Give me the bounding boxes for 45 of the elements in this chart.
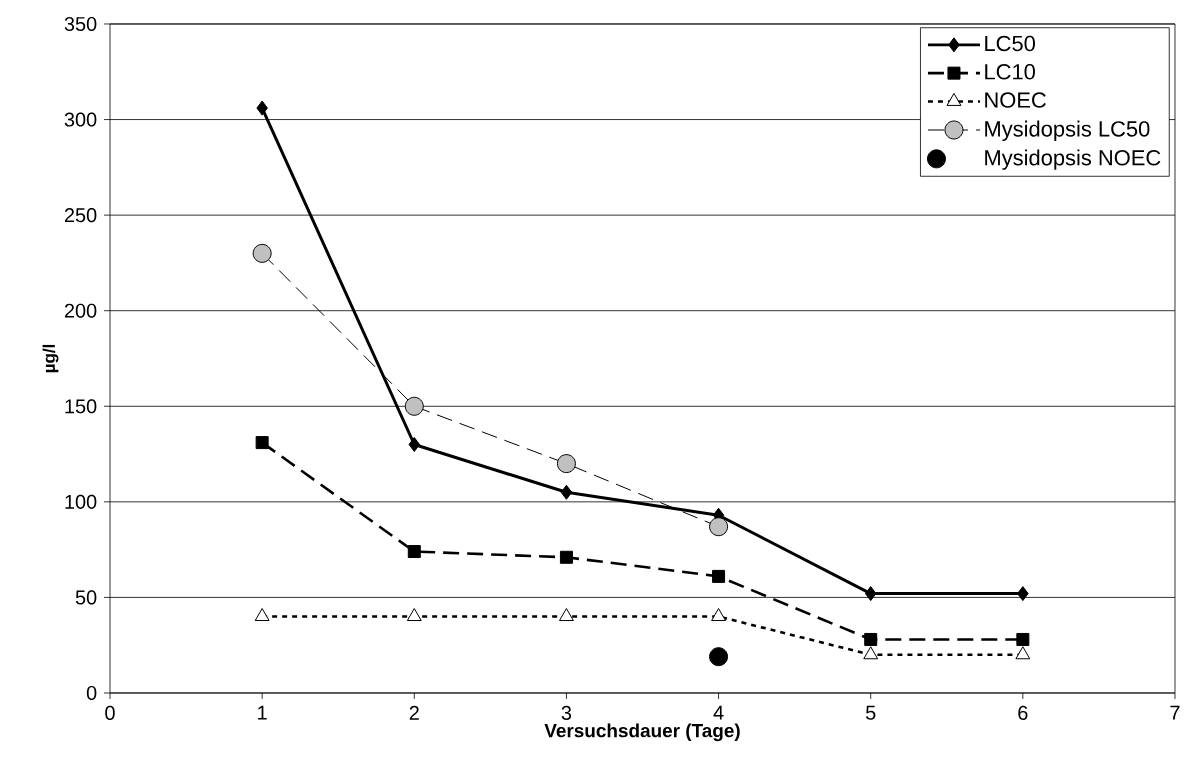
x-tick-label: 3: [561, 705, 572, 720]
point: [406, 608, 422, 622]
point: [404, 396, 424, 416]
x-tick-label: 6: [1018, 705, 1028, 720]
point: [254, 608, 270, 622]
legend-label: NOEC: [985, 92, 1046, 108]
point: [556, 454, 576, 474]
point: [559, 608, 574, 622]
point: [560, 484, 573, 500]
x-tick-label: 2: [409, 705, 419, 720]
point: [712, 569, 726, 583]
legend-label: LC50: [985, 35, 1035, 52]
y-tick-label: 300: [64, 112, 97, 127]
legend-label: LC10: [985, 63, 1035, 80]
point: [1015, 646, 1031, 660]
point: [255, 436, 269, 450]
point: [256, 100, 268, 116]
point: [711, 608, 726, 622]
x-tick-label: 0: [105, 705, 115, 720]
y-axis-title: µg/l: [42, 344, 59, 373]
point: [1017, 586, 1029, 602]
x-tick-label: 5: [865, 705, 876, 720]
point: [252, 243, 272, 263]
point: [709, 647, 729, 667]
x-tick-label: 4: [713, 705, 724, 720]
point: [559, 550, 573, 564]
point: [407, 545, 421, 559]
x-tick-label: 7: [1170, 705, 1180, 720]
y-tick-label: 150: [65, 399, 97, 414]
y-tick-label: 50: [75, 590, 97, 605]
point: [863, 646, 879, 660]
x-tick-label: 1: [258, 705, 267, 720]
legend-label: Mysidopsis LC50: [985, 120, 1150, 141]
x-axis-title: Versuchsdauer (Tage): [544, 723, 740, 742]
legend-label: Mysidopsis NOEC: [985, 149, 1161, 170]
point: [1016, 632, 1030, 646]
y-tick-label: 250: [64, 208, 97, 223]
y-tick-label: 200: [64, 303, 97, 318]
point: [864, 586, 877, 602]
y-tick-label: 0: [86, 685, 97, 701]
point: [864, 632, 878, 646]
y-tick-label: 350: [64, 16, 97, 32]
point: [709, 517, 729, 537]
point: [408, 437, 421, 452]
y-tick-label: 100: [65, 494, 97, 509]
